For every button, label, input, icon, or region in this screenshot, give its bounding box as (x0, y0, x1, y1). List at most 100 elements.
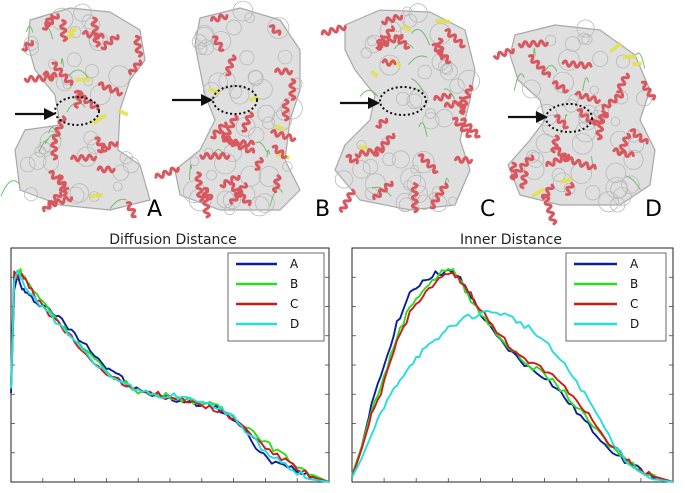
helix-ribbon (97, 81, 123, 97)
series-lines-inner (351, 267, 674, 483)
surface-bump (402, 6, 413, 17)
series-line-c (351, 271, 674, 483)
surface-bump (610, 116, 621, 127)
helix-ribbon (629, 128, 649, 145)
alpha-helix (460, 117, 481, 139)
alpha-helix (41, 191, 63, 213)
coil-segment (359, 89, 379, 97)
alpha-helix (444, 28, 466, 49)
legend-box-diffusion (227, 252, 325, 342)
beta-sheet (435, 18, 451, 24)
surface-bump (623, 149, 644, 170)
helix-ribbon (199, 151, 231, 160)
helix-ribbon (210, 121, 228, 140)
alpha-helix (270, 128, 297, 143)
helix-ribbon (210, 13, 229, 23)
helix-ribbon (218, 130, 238, 147)
alpha-helix (268, 24, 282, 36)
alpha-helix (218, 130, 238, 147)
helix-ribbon (128, 59, 143, 76)
alpha-helix (241, 111, 255, 133)
surface-bump (410, 185, 429, 203)
surface-bump (610, 180, 628, 199)
surface-bump (113, 181, 123, 192)
surface-bump (578, 104, 599, 125)
surface-bump (592, 51, 609, 68)
alpha-helix (228, 182, 249, 205)
beta-sheet (401, 24, 412, 33)
surface-bump (262, 116, 276, 130)
beta-sheet (632, 61, 642, 67)
alpha-helix (128, 59, 143, 76)
coil-segment (266, 149, 270, 157)
helix-ribbon (561, 59, 593, 70)
alpha-helix (100, 34, 120, 51)
surface-bump (189, 156, 200, 167)
legend-diffusion: A B C D (227, 252, 325, 342)
protein-structure-a (0, 3, 151, 219)
alpha-helix (629, 128, 649, 145)
alpha-helix (565, 182, 575, 196)
surface-bump (391, 150, 410, 169)
surface-bump (352, 160, 371, 179)
surface-bump (66, 52, 82, 68)
helix-ribbon (640, 80, 657, 101)
coil-segment (38, 138, 49, 153)
surface-bump (526, 149, 540, 163)
helix-ribbon (372, 132, 396, 157)
alpha-helix (320, 24, 347, 36)
protein-structure-c (320, 3, 481, 214)
coil-segment (625, 175, 641, 191)
beta-sheet (560, 176, 573, 184)
coil-segment (69, 69, 90, 80)
helix-ribbon (517, 39, 549, 49)
beta-sheet (369, 69, 379, 78)
helix-ribbon (345, 153, 359, 165)
alpha-helix (601, 92, 625, 110)
helix-ribbon (459, 84, 474, 115)
helix-ribbon (554, 114, 569, 130)
alpha-helix (345, 153, 359, 165)
helix-ribbon (96, 165, 116, 174)
alpha-helix (219, 174, 241, 189)
helix-ribbon (509, 161, 518, 181)
coil-segment (418, 122, 428, 137)
alpha-helix (576, 107, 596, 125)
alpha-helix (528, 54, 552, 78)
helix-ribbon (228, 182, 249, 205)
helix-ribbon (410, 182, 419, 214)
alpha-helix (199, 151, 231, 160)
helix-ribbon (565, 182, 575, 196)
helix-ribbon (241, 111, 255, 133)
surface-bump (457, 69, 481, 93)
alpha-helix (21, 40, 35, 52)
legend-label-a: A (290, 257, 299, 271)
helix-ribbon (70, 153, 98, 163)
surface-bump (206, 169, 217, 181)
alpha-helix (372, 132, 396, 157)
alpha-helix (225, 54, 237, 77)
surface-bump (635, 90, 653, 107)
helix-ribbon (288, 78, 297, 102)
coil-segment (582, 77, 590, 91)
legend-label-c: C (630, 297, 638, 311)
alpha-helix (271, 144, 288, 160)
helix-ribbon (519, 170, 529, 190)
beta-sheet (207, 87, 221, 95)
surface-bump (417, 64, 433, 80)
surface-bump (585, 184, 601, 201)
helix-ribbon (100, 34, 120, 51)
coil-segment (44, 133, 62, 145)
surface-bump (360, 47, 372, 59)
pocket-ellipse-c (379, 86, 427, 116)
coil-segment (48, 126, 57, 135)
alpha-helix (517, 39, 549, 49)
surface-bump (191, 34, 207, 50)
alpha-helix (640, 80, 657, 101)
surface-bump (267, 16, 290, 40)
alpha-helix (96, 165, 116, 174)
surface-bump (244, 12, 255, 23)
surface-bump (226, 19, 242, 36)
helix-ribbon (576, 107, 596, 125)
alpha-helix (338, 188, 356, 213)
